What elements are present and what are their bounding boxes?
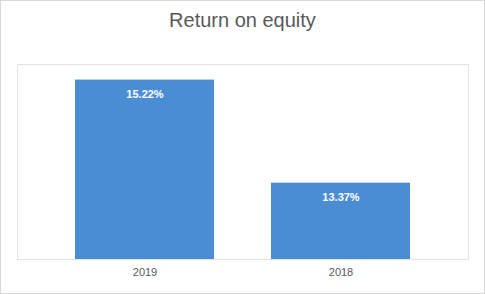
svg-text:13.37%: 13.37% xyxy=(322,191,360,203)
html-text:Return on equity: Return on equity xyxy=(169,9,316,31)
svg-text:15.22%: 15.22% xyxy=(126,88,164,100)
svg-text:2018: 2018 xyxy=(329,266,353,278)
svg-text:2019: 2019 xyxy=(133,266,157,278)
